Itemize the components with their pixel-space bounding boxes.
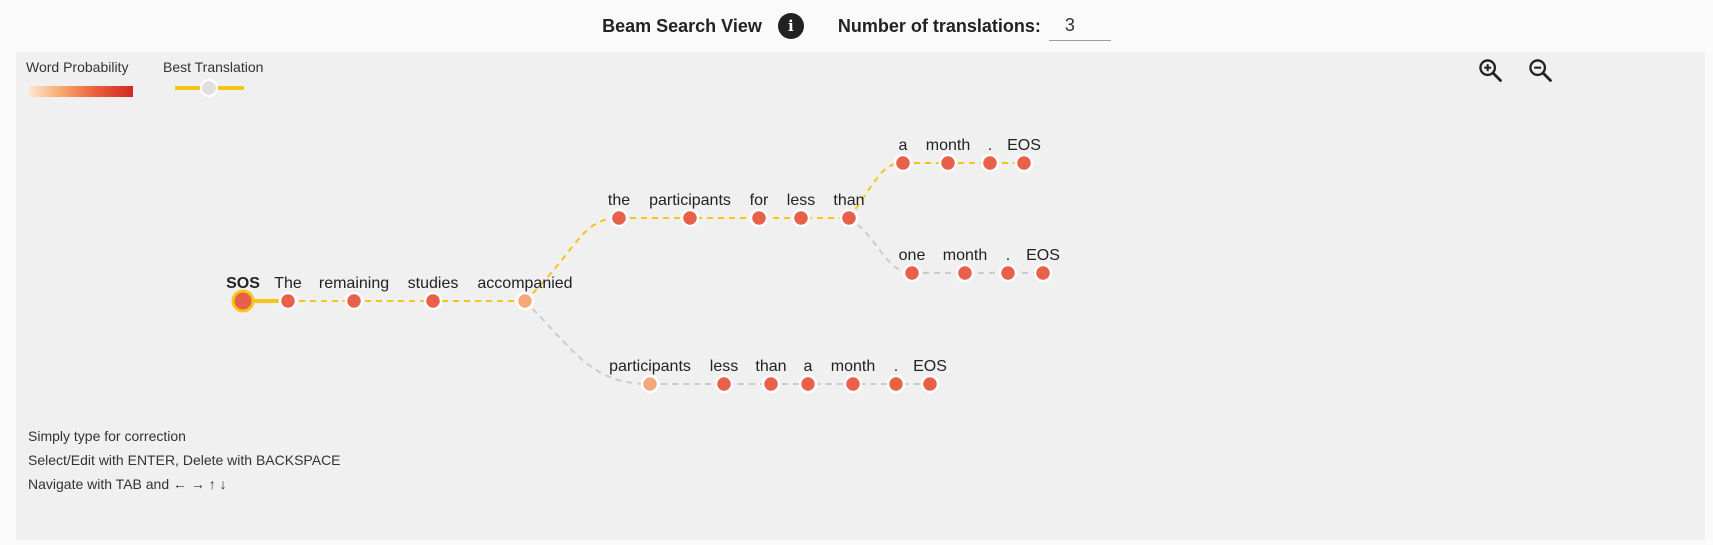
tree-node[interactable]: EOS — [1007, 137, 1041, 173]
legend-best-translation-label: Best Translation — [163, 59, 264, 75]
beam-tree[interactable]: SOS The remaining studies accompanied th… — [16, 52, 1705, 540]
info-icon[interactable]: i — [777, 13, 804, 39]
tree-node[interactable]: less — [787, 192, 815, 228]
tree-node[interactable]: participants — [649, 192, 731, 228]
node-label: for — [750, 192, 769, 209]
keyboard-instructions: Simply type for correction Select/Edit w… — [28, 424, 341, 496]
tree-node[interactable]: month — [926, 137, 970, 173]
page-title: Beam Search View — [602, 15, 762, 36]
num-translations-input[interactable] — [1048, 11, 1111, 41]
node-label: . — [988, 137, 992, 154]
node-label: a — [804, 358, 813, 375]
instruction-line: Select/Edit with ENTER, Delete with BACK… — [28, 452, 341, 468]
node-label: participants — [609, 358, 691, 375]
node-label: SOS — [226, 275, 260, 292]
tree-node-root[interactable]: SOS — [226, 275, 260, 313]
node-label: a — [899, 137, 908, 154]
header-bar: Beam Search View i Number of translation… — [0, 0, 1713, 52]
tree-node[interactable]: one — [899, 247, 926, 283]
instruction-line: Navigate with TAB and ← → ↑ ↓ — [28, 476, 227, 492]
node-label: EOS — [913, 358, 947, 375]
tree-node[interactable]: than — [755, 358, 787, 394]
node-label: less — [787, 192, 815, 209]
branch-edge-alt — [524, 300, 651, 385]
node-label: . — [1006, 247, 1010, 264]
tree-node[interactable]: accompanied — [477, 275, 573, 311]
node-label: month — [943, 247, 987, 264]
instruction-line: Simply type for correction — [28, 428, 186, 444]
node-label: participants — [649, 192, 731, 209]
tree-node[interactable]: participants — [609, 358, 691, 394]
tree-node[interactable]: the — [608, 192, 630, 228]
word-probability-gradient — [29, 86, 133, 97]
zoom-in-icon[interactable] — [1476, 56, 1504, 84]
node-label: remaining — [319, 275, 389, 292]
num-translations-label: Number of translations: — [837, 15, 1041, 36]
node-label: than — [755, 358, 786, 375]
tree-node[interactable]: month — [943, 247, 987, 283]
tree-node[interactable]: remaining — [319, 275, 389, 311]
tree-node[interactable]: EOS — [1026, 247, 1060, 283]
node-label: one — [899, 247, 926, 264]
tree-node[interactable]: EOS — [913, 358, 947, 394]
legend-word-probability-label: Word Probability — [26, 59, 129, 75]
tree-node[interactable]: studies — [408, 275, 459, 311]
tree-node[interactable]: a — [798, 358, 818, 394]
beam-search-panel[interactable]: Word Probability Best Translation S — [16, 52, 1705, 540]
tree-node[interactable]: less — [710, 358, 738, 394]
tree-node[interactable]: . — [980, 137, 1000, 173]
node-label: month — [926, 137, 970, 154]
tree-node[interactable]: month — [831, 358, 875, 394]
node-label: EOS — [1007, 137, 1041, 154]
tree-node[interactable]: for — [750, 192, 769, 228]
tree-node[interactable]: The — [274, 275, 302, 311]
tree-node[interactable]: a — [893, 137, 913, 173]
zoom-out-icon[interactable] — [1526, 56, 1554, 84]
node-label: The — [274, 275, 302, 292]
node-label: the — [608, 192, 630, 209]
branch-edge-best — [524, 217, 620, 302]
node-label: . — [894, 358, 898, 375]
tree-node[interactable]: than — [833, 192, 865, 228]
node-label: than — [833, 192, 864, 209]
node-label: less — [710, 358, 738, 375]
node-label: accompanied — [477, 275, 572, 292]
node-label: month — [831, 358, 875, 375]
node-label: studies — [408, 275, 459, 292]
node-label: EOS — [1026, 247, 1060, 264]
tree-node[interactable]: . — [886, 358, 906, 394]
tree-node[interactable]: . — [998, 247, 1018, 283]
best-translation-swatch — [175, 79, 244, 97]
